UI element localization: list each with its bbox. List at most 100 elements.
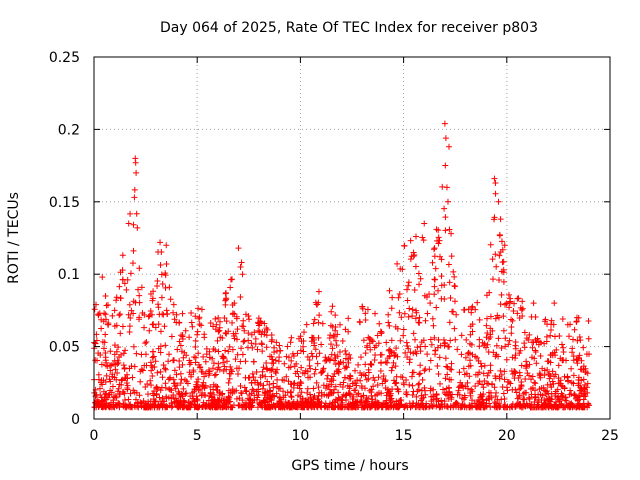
data-point: [571, 326, 578, 333]
data-point: [133, 389, 140, 396]
data-point: [467, 392, 474, 399]
data-point: [440, 336, 447, 343]
data-point: [168, 395, 175, 402]
data-point: [476, 343, 483, 350]
data-point: [403, 391, 410, 398]
data-point: [442, 135, 449, 142]
data-point: [546, 396, 553, 403]
data-point: [313, 353, 320, 360]
data-point: [200, 399, 207, 406]
data-point: [544, 358, 551, 365]
data-point: [214, 384, 221, 391]
data-point: [119, 389, 126, 396]
data-point: [373, 342, 380, 349]
data-point: [210, 396, 217, 403]
data-point: [237, 389, 244, 396]
data-point: [255, 327, 262, 334]
data-point: [408, 373, 415, 380]
data-point: [174, 346, 181, 353]
x-tick-label: 25: [601, 428, 619, 444]
data-point: [189, 392, 196, 399]
data-point: [452, 283, 459, 290]
data-point: [419, 395, 426, 402]
data-point: [487, 313, 494, 320]
data-point: [357, 319, 364, 326]
data-point: [468, 309, 475, 316]
data-point: [277, 385, 284, 392]
data-point: [469, 321, 476, 328]
data-point: [319, 367, 326, 374]
data-point: [522, 376, 529, 383]
data-point: [149, 321, 156, 328]
data-point: [188, 310, 195, 317]
data-point: [200, 379, 207, 386]
data-point: [369, 396, 376, 403]
data-point: [265, 404, 272, 411]
data-point: [537, 391, 544, 398]
data-point: [504, 387, 511, 394]
data-point: [145, 313, 152, 320]
data-point: [329, 404, 336, 411]
data-point: [489, 256, 496, 263]
data-point: [166, 351, 173, 358]
data-point: [116, 390, 123, 397]
data-point: [437, 380, 444, 387]
data-point: [487, 325, 494, 332]
data-point: [438, 282, 445, 289]
data-point: [223, 358, 230, 365]
x-tick-labels: 0 5 10 15 20 25: [90, 428, 619, 444]
data-point: [192, 313, 199, 320]
data-point: [382, 359, 389, 366]
data-point: [272, 368, 279, 375]
data-point: [237, 263, 244, 270]
data-point: [236, 395, 243, 402]
data-point: [432, 265, 439, 272]
data-point: [194, 331, 201, 338]
data-point: [171, 367, 178, 374]
data-point: [229, 346, 236, 353]
data-point: [109, 312, 116, 319]
data-point: [474, 299, 481, 306]
data-point: [437, 342, 444, 349]
data-point: [283, 373, 290, 380]
data-point: [504, 378, 511, 385]
data-point: [417, 370, 424, 377]
data-point: [446, 376, 453, 383]
data-point: [548, 317, 555, 324]
data-point: [188, 402, 195, 409]
data-point: [438, 401, 445, 408]
data-point: [362, 350, 369, 357]
data-point: [181, 349, 188, 356]
data-point: [463, 370, 470, 377]
data-point: [288, 381, 295, 388]
data-point: [367, 360, 374, 367]
data-point: [276, 342, 283, 349]
data-point: [328, 351, 335, 358]
data-point: [229, 390, 236, 397]
data-point: [499, 259, 506, 266]
data-point: [543, 404, 550, 411]
data-point: [137, 399, 144, 406]
data-point: [147, 377, 154, 384]
data-point: [570, 372, 577, 379]
data-point: [496, 375, 503, 382]
data-point: [430, 322, 437, 329]
data-point: [417, 348, 424, 355]
data-point: [478, 400, 485, 407]
data-point: [314, 360, 321, 367]
y-axis-label: ROTI / TECUs: [6, 192, 22, 284]
data-point: [229, 319, 236, 326]
data-point: [512, 342, 519, 349]
data-point: [119, 376, 126, 383]
data-point: [136, 265, 143, 272]
data-point: [521, 344, 528, 351]
y-tick-label: 0.2: [58, 122, 80, 138]
data-point: [306, 357, 313, 364]
data-point: [332, 337, 339, 344]
data-point: [349, 403, 356, 410]
data-point: [478, 363, 485, 370]
data-point: [372, 398, 379, 405]
data-point: [335, 366, 342, 373]
data-point: [458, 351, 465, 358]
data-point: [568, 390, 575, 397]
